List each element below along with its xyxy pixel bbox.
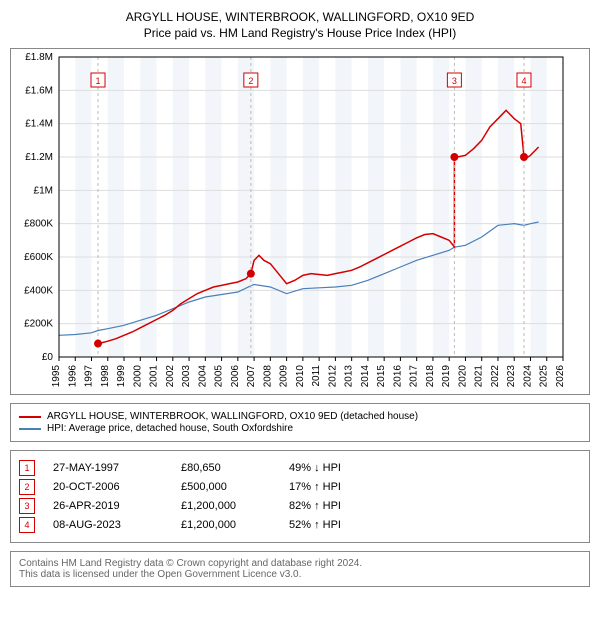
transaction-date: 08-AUG-2023 (53, 519, 163, 531)
y-tick-label: £1.2M (25, 152, 53, 163)
x-tick-label: 1995 (51, 365, 62, 388)
transaction-marker: 1 (19, 460, 35, 476)
x-tick-label: 2002 (165, 365, 176, 388)
legend-row: ARGYLL HOUSE, WINTERBROOK, WALLINGFORD, … (19, 411, 581, 422)
transaction-pct: 17% ↑ HPI (289, 481, 389, 493)
transaction-date: 26-APR-2019 (53, 500, 163, 512)
transaction-marker: 2 (19, 479, 35, 495)
x-tick-label: 2007 (246, 365, 257, 388)
x-tick-label: 2012 (327, 365, 338, 388)
y-tick-label: £400K (24, 285, 53, 296)
title-address: ARGYLL HOUSE, WINTERBROOK, WALLINGFORD, … (10, 10, 590, 24)
footer-attribution: Contains HM Land Registry data © Crown c… (10, 551, 590, 587)
sale-marker-num: 1 (96, 76, 101, 86)
x-tick-label: 2018 (425, 365, 436, 388)
x-tick-label: 2001 (149, 365, 160, 388)
x-tick-label: 2013 (344, 365, 355, 388)
transaction-pct: 49% ↓ HPI (289, 462, 389, 474)
transaction-row: 1 27-MAY-1997 £80,650 49% ↓ HPI (19, 460, 581, 476)
y-tick-label: £1.6M (25, 85, 53, 96)
x-tick-label: 2015 (376, 365, 387, 388)
x-tick-label: 2025 (539, 365, 550, 388)
x-tick-label: 1999 (116, 365, 127, 388)
y-tick-label: £800K (24, 219, 53, 230)
x-tick-label: 2005 (214, 365, 225, 388)
transaction-pct: 52% ↑ HPI (289, 519, 389, 531)
transaction-pct: 82% ↑ HPI (289, 500, 389, 512)
sale-dot (450, 153, 458, 161)
title-block: ARGYLL HOUSE, WINTERBROOK, WALLINGFORD, … (10, 10, 590, 40)
sale-dot (247, 270, 255, 278)
y-tick-label: £1M (34, 185, 53, 196)
x-tick-label: 2000 (132, 365, 143, 388)
y-tick-label: £0 (42, 352, 54, 363)
x-tick-label: 2023 (506, 365, 517, 388)
x-tick-label: 2024 (522, 365, 533, 388)
x-tick-label: 1996 (67, 365, 78, 388)
transaction-price: £80,650 (181, 462, 271, 474)
legend-label: ARGYLL HOUSE, WINTERBROOK, WALLINGFORD, … (47, 411, 418, 422)
sale-dot (520, 153, 528, 161)
x-tick-label: 2022 (490, 365, 501, 388)
x-tick-label: 2020 (457, 365, 468, 388)
x-tick-label: 2021 (474, 365, 485, 388)
transaction-price: £500,000 (181, 481, 271, 493)
transaction-row: 2 20-OCT-2006 £500,000 17% ↑ HPI (19, 479, 581, 495)
y-tick-label: £200K (24, 319, 53, 330)
transaction-date: 27-MAY-1997 (53, 462, 163, 474)
legend-row: HPI: Average price, detached house, Sout… (19, 423, 581, 434)
x-tick-label: 2016 (392, 365, 403, 388)
transaction-price: £1,200,000 (181, 500, 271, 512)
x-tick-label: 2004 (197, 365, 208, 388)
y-tick-label: £1.8M (25, 52, 53, 63)
x-tick-label: 2010 (295, 365, 306, 388)
x-tick-label: 2006 (230, 365, 241, 388)
legend-label: HPI: Average price, detached house, Sout… (47, 423, 293, 434)
x-tick-label: 2009 (279, 365, 290, 388)
x-tick-label: 1997 (84, 365, 95, 388)
transactions-table: 1 27-MAY-1997 £80,650 49% ↓ HPI 2 20-OCT-2006… (10, 450, 590, 543)
x-tick-label: 2026 (555, 365, 566, 388)
y-tick-label: £600K (24, 252, 53, 263)
transaction-marker: 4 (19, 517, 35, 533)
x-tick-label: 2008 (262, 365, 273, 388)
title-subtitle: Price paid vs. HM Land Registry's House … (10, 26, 590, 40)
legend: ARGYLL HOUSE, WINTERBROOK, WALLINGFORD, … (10, 403, 590, 442)
footer-line-1: Contains HM Land Registry data © Crown c… (19, 558, 581, 569)
sale-marker-num: 3 (452, 76, 457, 86)
transaction-marker: 3 (19, 498, 35, 514)
x-tick-label: 2019 (441, 365, 452, 388)
transaction-price: £1,200,000 (181, 519, 271, 531)
sale-dot (94, 340, 102, 348)
price-chart: £0 £200K £400K £600K £800K £1M £1.2M £1.4M £1.6M… (11, 49, 571, 389)
x-tick-label: 2003 (181, 365, 192, 388)
legend-swatch (19, 416, 41, 418)
sale-marker-num: 2 (248, 76, 253, 86)
transaction-row: 3 26-APR-2019 £1,200,000 82% ↑ HPI (19, 498, 581, 514)
x-tick-label: 2014 (360, 365, 371, 388)
x-tick-label: 2017 (409, 365, 420, 388)
legend-swatch (19, 428, 41, 430)
x-tick-label: 1998 (100, 365, 111, 388)
x-tick-label: 2011 (311, 365, 322, 387)
transaction-date: 20-OCT-2006 (53, 481, 163, 493)
footer-line-2: This data is licensed under the Open Gov… (19, 569, 581, 580)
transaction-row: 4 08-AUG-2023 £1,200,000 52% ↑ HPI (19, 517, 581, 533)
chart-container: £0 £200K £400K £600K £800K £1M £1.2M £1.4M £1.6M… (10, 48, 590, 395)
sale-marker-num: 4 (521, 76, 526, 86)
y-tick-label: £1.4M (25, 119, 53, 130)
